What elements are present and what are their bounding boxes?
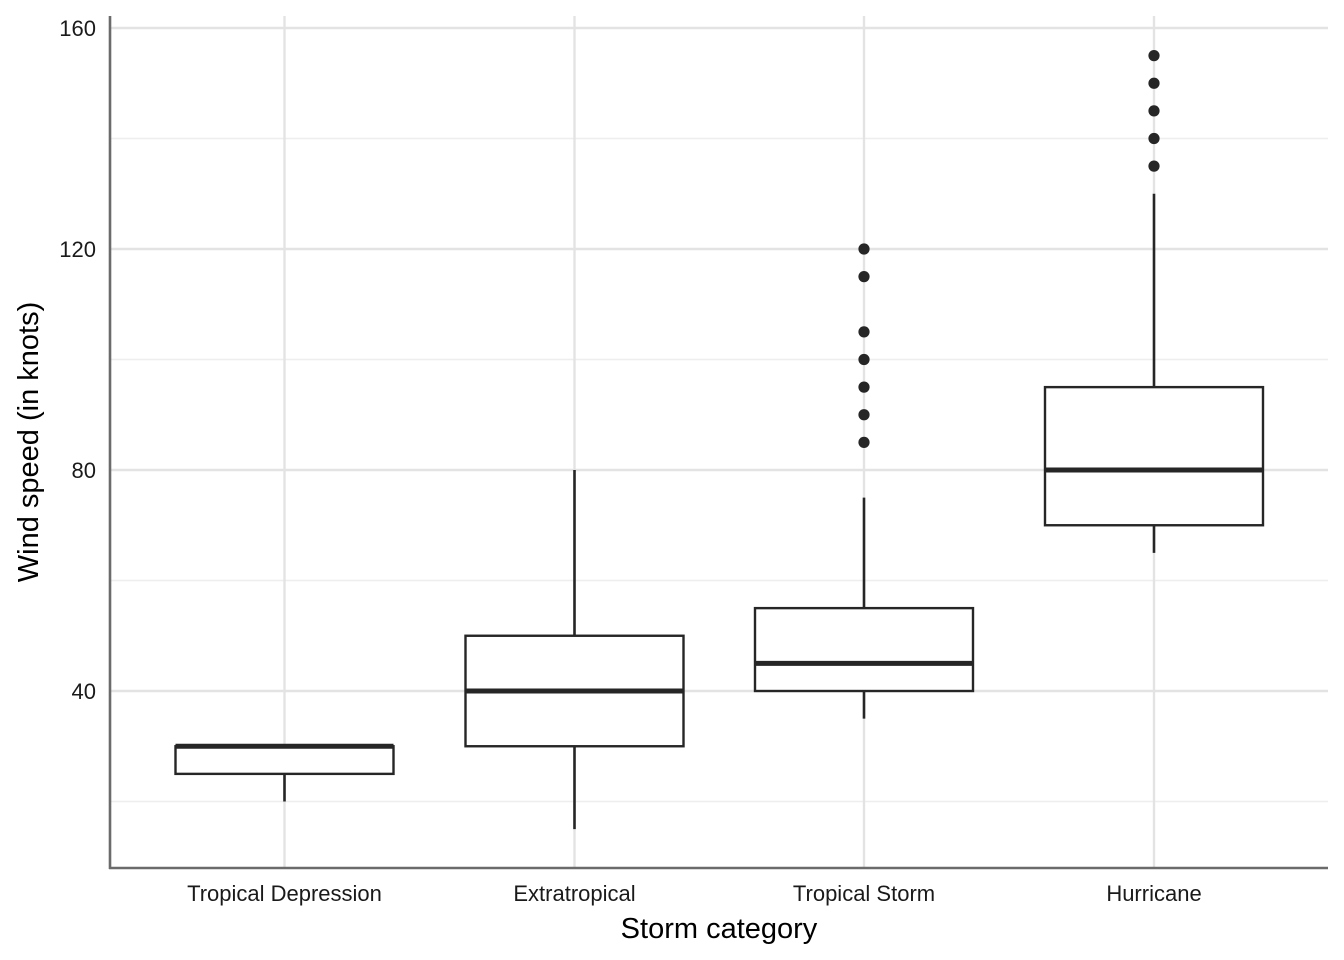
outlier-point bbox=[858, 326, 870, 338]
outlier-point bbox=[858, 381, 870, 393]
outlier-point bbox=[858, 353, 870, 366]
y-axis-title: Wind speed (in knots) bbox=[13, 302, 45, 582]
outlier-point bbox=[858, 409, 870, 421]
axes bbox=[108, 16, 1328, 870]
outlier-point bbox=[1148, 77, 1160, 89]
box-group bbox=[174, 743, 395, 802]
y-tick-label: 160 bbox=[59, 16, 96, 41]
x-tick-label: Extratropical bbox=[513, 881, 635, 906]
y-tick-label: 40 bbox=[72, 679, 96, 704]
y-tick-label: 80 bbox=[72, 458, 96, 483]
x-tick-label: Hurricane bbox=[1106, 881, 1201, 906]
x-tick-label: Tropical Storm bbox=[793, 881, 935, 906]
box-group bbox=[464, 470, 685, 830]
x-axis-title: Storm category bbox=[621, 913, 818, 945]
outlier-point bbox=[1148, 132, 1160, 145]
box-iqr bbox=[1043, 385, 1265, 527]
x-tick-label: Tropical Depression bbox=[187, 881, 382, 906]
outlier-point bbox=[1148, 160, 1160, 172]
boxes bbox=[174, 50, 1265, 830]
box-group bbox=[1043, 50, 1265, 553]
tick-labels: 40 80 120 160 Tropical Depression Extratropic… bbox=[59, 16, 1201, 906]
box-iqr bbox=[174, 745, 395, 776]
box-iqr bbox=[753, 606, 975, 693]
outlier-point bbox=[858, 271, 870, 283]
outlier-point bbox=[1148, 50, 1160, 62]
outlier-point bbox=[1148, 105, 1160, 117]
y-tick-label: 120 bbox=[59, 237, 96, 262]
box-group bbox=[753, 243, 975, 719]
outlier-point bbox=[858, 243, 870, 255]
outlier-point bbox=[858, 436, 870, 448]
